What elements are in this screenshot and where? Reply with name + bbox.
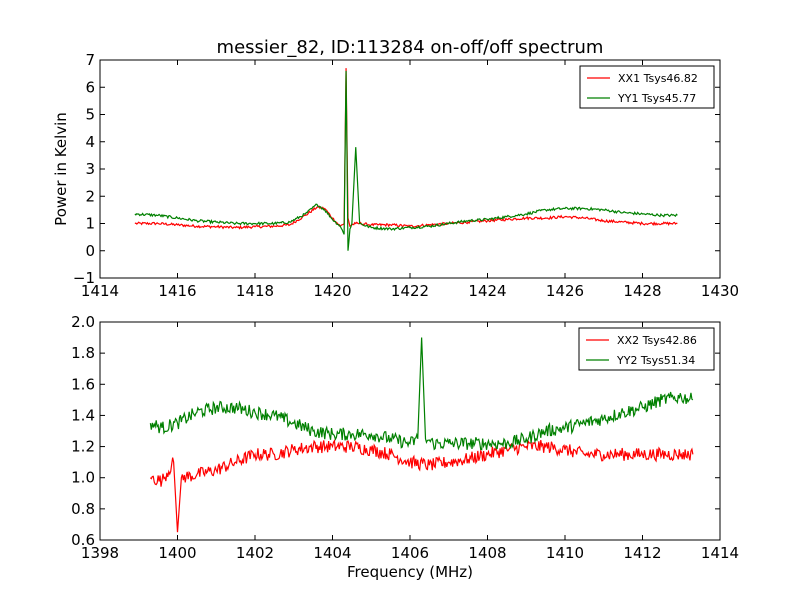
x-tick-label: 1414	[81, 282, 119, 300]
x-tick-label: 1424	[468, 282, 506, 300]
x-tick-label: 1408	[468, 544, 506, 562]
x-tick-label: 1428	[623, 282, 661, 300]
x-tick-label: 1398	[81, 544, 119, 562]
y-tick-label: 7	[85, 51, 95, 69]
top-spectrum-panel: 1414 1416 1418 1420 1422 1424 1426 1428 1430−101…	[52, 51, 739, 300]
x-tick-label: 1414	[701, 544, 739, 562]
y-tick-label: 0.8	[71, 500, 95, 518]
x-tick-label: 1406	[391, 544, 429, 562]
series-line-yy	[134, 70, 678, 251]
y-tick-label: 2.0	[71, 313, 95, 331]
y-tick-label: 6	[85, 78, 95, 96]
y-tick-label: 1.2	[71, 438, 95, 456]
legend: XX2 Tsys42.86 YY2 Tsys51.34	[578, 327, 715, 371]
x-tick-label: 1416	[158, 282, 196, 300]
y-tick-label: 1.0	[71, 469, 95, 487]
y-tick-label: 1.4	[71, 406, 95, 424]
legend-label: XX1 Tsys46.82	[618, 72, 698, 85]
x-tick-label: 1412	[623, 544, 661, 562]
bottom-spectrum-panel: 1398 1400 1402 1404 1406 1408 1410 1412 1414 0.6 0…	[71, 313, 739, 562]
y-tick-label: −1	[73, 269, 95, 287]
x-tick-label: 1426	[546, 282, 584, 300]
x-axis-label: Frequency (MHz)	[347, 563, 473, 581]
x-tick-label: 1402	[236, 544, 274, 562]
x-tick-label: 1422	[391, 282, 429, 300]
series-line-xx	[134, 68, 678, 230]
figure-title: messier_82, ID:113284 on-off/off spectru…	[217, 37, 604, 58]
y-tick-label: 5	[85, 106, 95, 124]
y-tick-label: 0	[85, 242, 95, 260]
series-line-yy	[149, 337, 694, 451]
y-tick-label: 0.6	[71, 531, 95, 549]
x-tick-label: 1400	[158, 544, 196, 562]
legend-box	[579, 65, 715, 109]
legend-label: YY1 Tsys45.77	[617, 92, 696, 105]
y-tick-label: 3	[85, 160, 95, 178]
y-tick-label: 4	[85, 133, 95, 151]
x-tick-label: 1404	[313, 544, 351, 562]
x-tick-label: 1420	[313, 282, 351, 300]
x-tick-label: 1430	[701, 282, 739, 300]
legend-label: XX2 Tsys42.86	[617, 334, 697, 347]
y-axis-label: Power in Kelvin	[52, 112, 70, 226]
legend: XX1 Tsys46.82 YY1 Tsys45.77	[579, 65, 715, 109]
legend-label: YY2 Tsys51.34	[616, 354, 695, 367]
legend-box	[578, 327, 715, 371]
x-tick-label: 1410	[546, 544, 584, 562]
y-tick-label: 1.6	[71, 375, 95, 393]
y-tick-label: 1.8	[71, 344, 95, 362]
x-tick-label: 1418	[236, 282, 274, 300]
y-tick-label: 2	[85, 187, 95, 205]
series-line-xx	[149, 438, 694, 533]
y-tick-label: 1	[85, 215, 95, 233]
